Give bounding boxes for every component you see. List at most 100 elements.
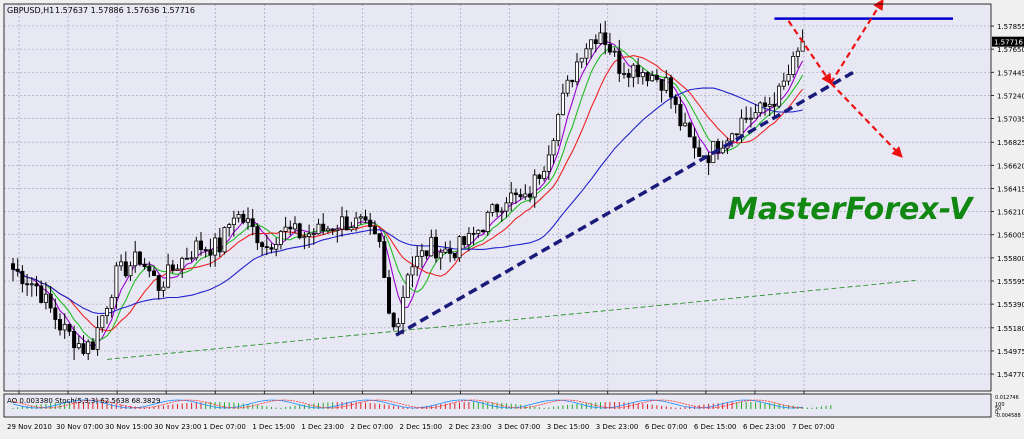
candle-body bbox=[29, 283, 34, 286]
y-tick-label: 1.57035 bbox=[997, 116, 1024, 124]
y-tick-label: 1.57855 bbox=[997, 23, 1024, 31]
indicator-scale-label: 100 bbox=[995, 402, 1005, 408]
candle-body bbox=[593, 39, 598, 44]
candle-body bbox=[664, 77, 669, 91]
price-plot-area[interactable] bbox=[4, 4, 991, 391]
candle-body bbox=[311, 233, 316, 236]
y-tick-label: 1.55800 bbox=[997, 255, 1024, 263]
candle-body bbox=[396, 323, 401, 328]
candle-body bbox=[607, 44, 612, 53]
candle-body bbox=[612, 50, 617, 53]
candle-body bbox=[368, 219, 373, 228]
candle-body bbox=[302, 236, 307, 239]
candle-body bbox=[245, 218, 250, 223]
candle-body bbox=[471, 232, 476, 235]
candle-body bbox=[128, 265, 133, 277]
candle-body bbox=[100, 315, 105, 329]
x-tick-label: 30 Nov 07:00 bbox=[56, 423, 103, 431]
y-tick-label: 1.56415 bbox=[997, 185, 1024, 193]
candle-body bbox=[410, 266, 415, 276]
candle-body bbox=[495, 204, 500, 213]
candle-body bbox=[278, 231, 283, 245]
y-tick-label: 1.56005 bbox=[997, 232, 1024, 240]
x-tick-label: 1 Dec 23:00 bbox=[301, 423, 344, 431]
candle-body bbox=[386, 277, 391, 314]
x-tick-label: 1 Dec 07:00 bbox=[203, 423, 246, 431]
forecast-arrow bbox=[787, 20, 833, 85]
candle-body bbox=[462, 236, 467, 246]
candle-body bbox=[560, 92, 565, 116]
candle-body bbox=[772, 103, 777, 107]
candle-body bbox=[255, 226, 260, 244]
candle-body bbox=[683, 122, 688, 127]
trendlines bbox=[395, 17, 953, 337]
indicator-scale-label: 0 bbox=[995, 410, 998, 416]
long-trendline bbox=[106, 280, 916, 360]
candle-body bbox=[542, 170, 547, 179]
indicator-scale-label: 50 bbox=[995, 406, 1001, 412]
candle-body bbox=[43, 293, 48, 303]
candle-body bbox=[264, 246, 269, 248]
x-tick-label: 1 Dec 15:00 bbox=[252, 423, 295, 431]
candle-body bbox=[109, 297, 114, 309]
candle-body bbox=[631, 64, 636, 78]
candle-body bbox=[67, 323, 72, 332]
x-tick-label: 2 Dec 07:00 bbox=[350, 423, 393, 431]
candle-body bbox=[537, 174, 542, 179]
candle-body bbox=[490, 204, 495, 213]
candle-body bbox=[626, 73, 631, 78]
candle-body bbox=[654, 75, 659, 80]
candle-body bbox=[358, 216, 363, 219]
indicator-panel bbox=[12, 399, 832, 409]
candle-body bbox=[687, 122, 692, 138]
candle-body bbox=[354, 217, 359, 228]
y-tick-label: 1.55390 bbox=[997, 301, 1024, 309]
x-tick-label: 29 Nov 2010 bbox=[7, 423, 52, 431]
ohlc-label: 1.57637 1.57886 1.57636 1.57716 bbox=[55, 6, 195, 15]
candle-body bbox=[119, 261, 124, 267]
candle-body bbox=[480, 229, 485, 233]
candle-body bbox=[260, 242, 265, 247]
candle-body bbox=[584, 48, 589, 59]
candle-body bbox=[283, 226, 288, 232]
candle-body bbox=[673, 96, 678, 105]
candle-body bbox=[781, 80, 786, 87]
candle-body bbox=[518, 194, 523, 198]
indicator-header: AO 0.003380 Stoch(5,3,3) 62.5638 68.3829 bbox=[7, 397, 160, 405]
y-tick-label: 1.55595 bbox=[997, 278, 1024, 286]
candle-body bbox=[34, 283, 39, 287]
candle-body bbox=[170, 264, 175, 271]
candle-body bbox=[198, 240, 203, 250]
indicator-border bbox=[3, 393, 992, 418]
candle-body bbox=[81, 343, 86, 354]
candle-body bbox=[151, 270, 156, 276]
candles bbox=[10, 20, 805, 361]
candle-body bbox=[523, 193, 528, 198]
candle-body bbox=[48, 293, 53, 309]
candle-body bbox=[716, 141, 721, 154]
plot-border bbox=[3, 3, 992, 392]
candle-body bbox=[142, 263, 147, 267]
candle-body bbox=[114, 265, 119, 298]
candle-body bbox=[203, 249, 208, 251]
candle-body bbox=[344, 216, 349, 231]
candle-body bbox=[509, 192, 514, 204]
y-tick-label: 1.55180 bbox=[997, 325, 1024, 333]
candle-body bbox=[15, 268, 20, 272]
candle-body bbox=[443, 248, 448, 253]
candle-body bbox=[189, 257, 194, 260]
x-tick-label: 3 Dec 07:00 bbox=[498, 423, 541, 431]
candle-body bbox=[598, 32, 603, 44]
indicator-scale-label: 0.012746 bbox=[995, 395, 1019, 401]
candle-body bbox=[739, 117, 744, 135]
candle-body bbox=[166, 264, 171, 288]
candle-body bbox=[485, 212, 490, 233]
candle-body bbox=[208, 249, 213, 256]
candle-body bbox=[222, 227, 227, 253]
candle-body bbox=[180, 257, 185, 270]
candle-body bbox=[753, 112, 758, 119]
candle-body bbox=[617, 50, 622, 74]
candle-body bbox=[744, 117, 749, 120]
